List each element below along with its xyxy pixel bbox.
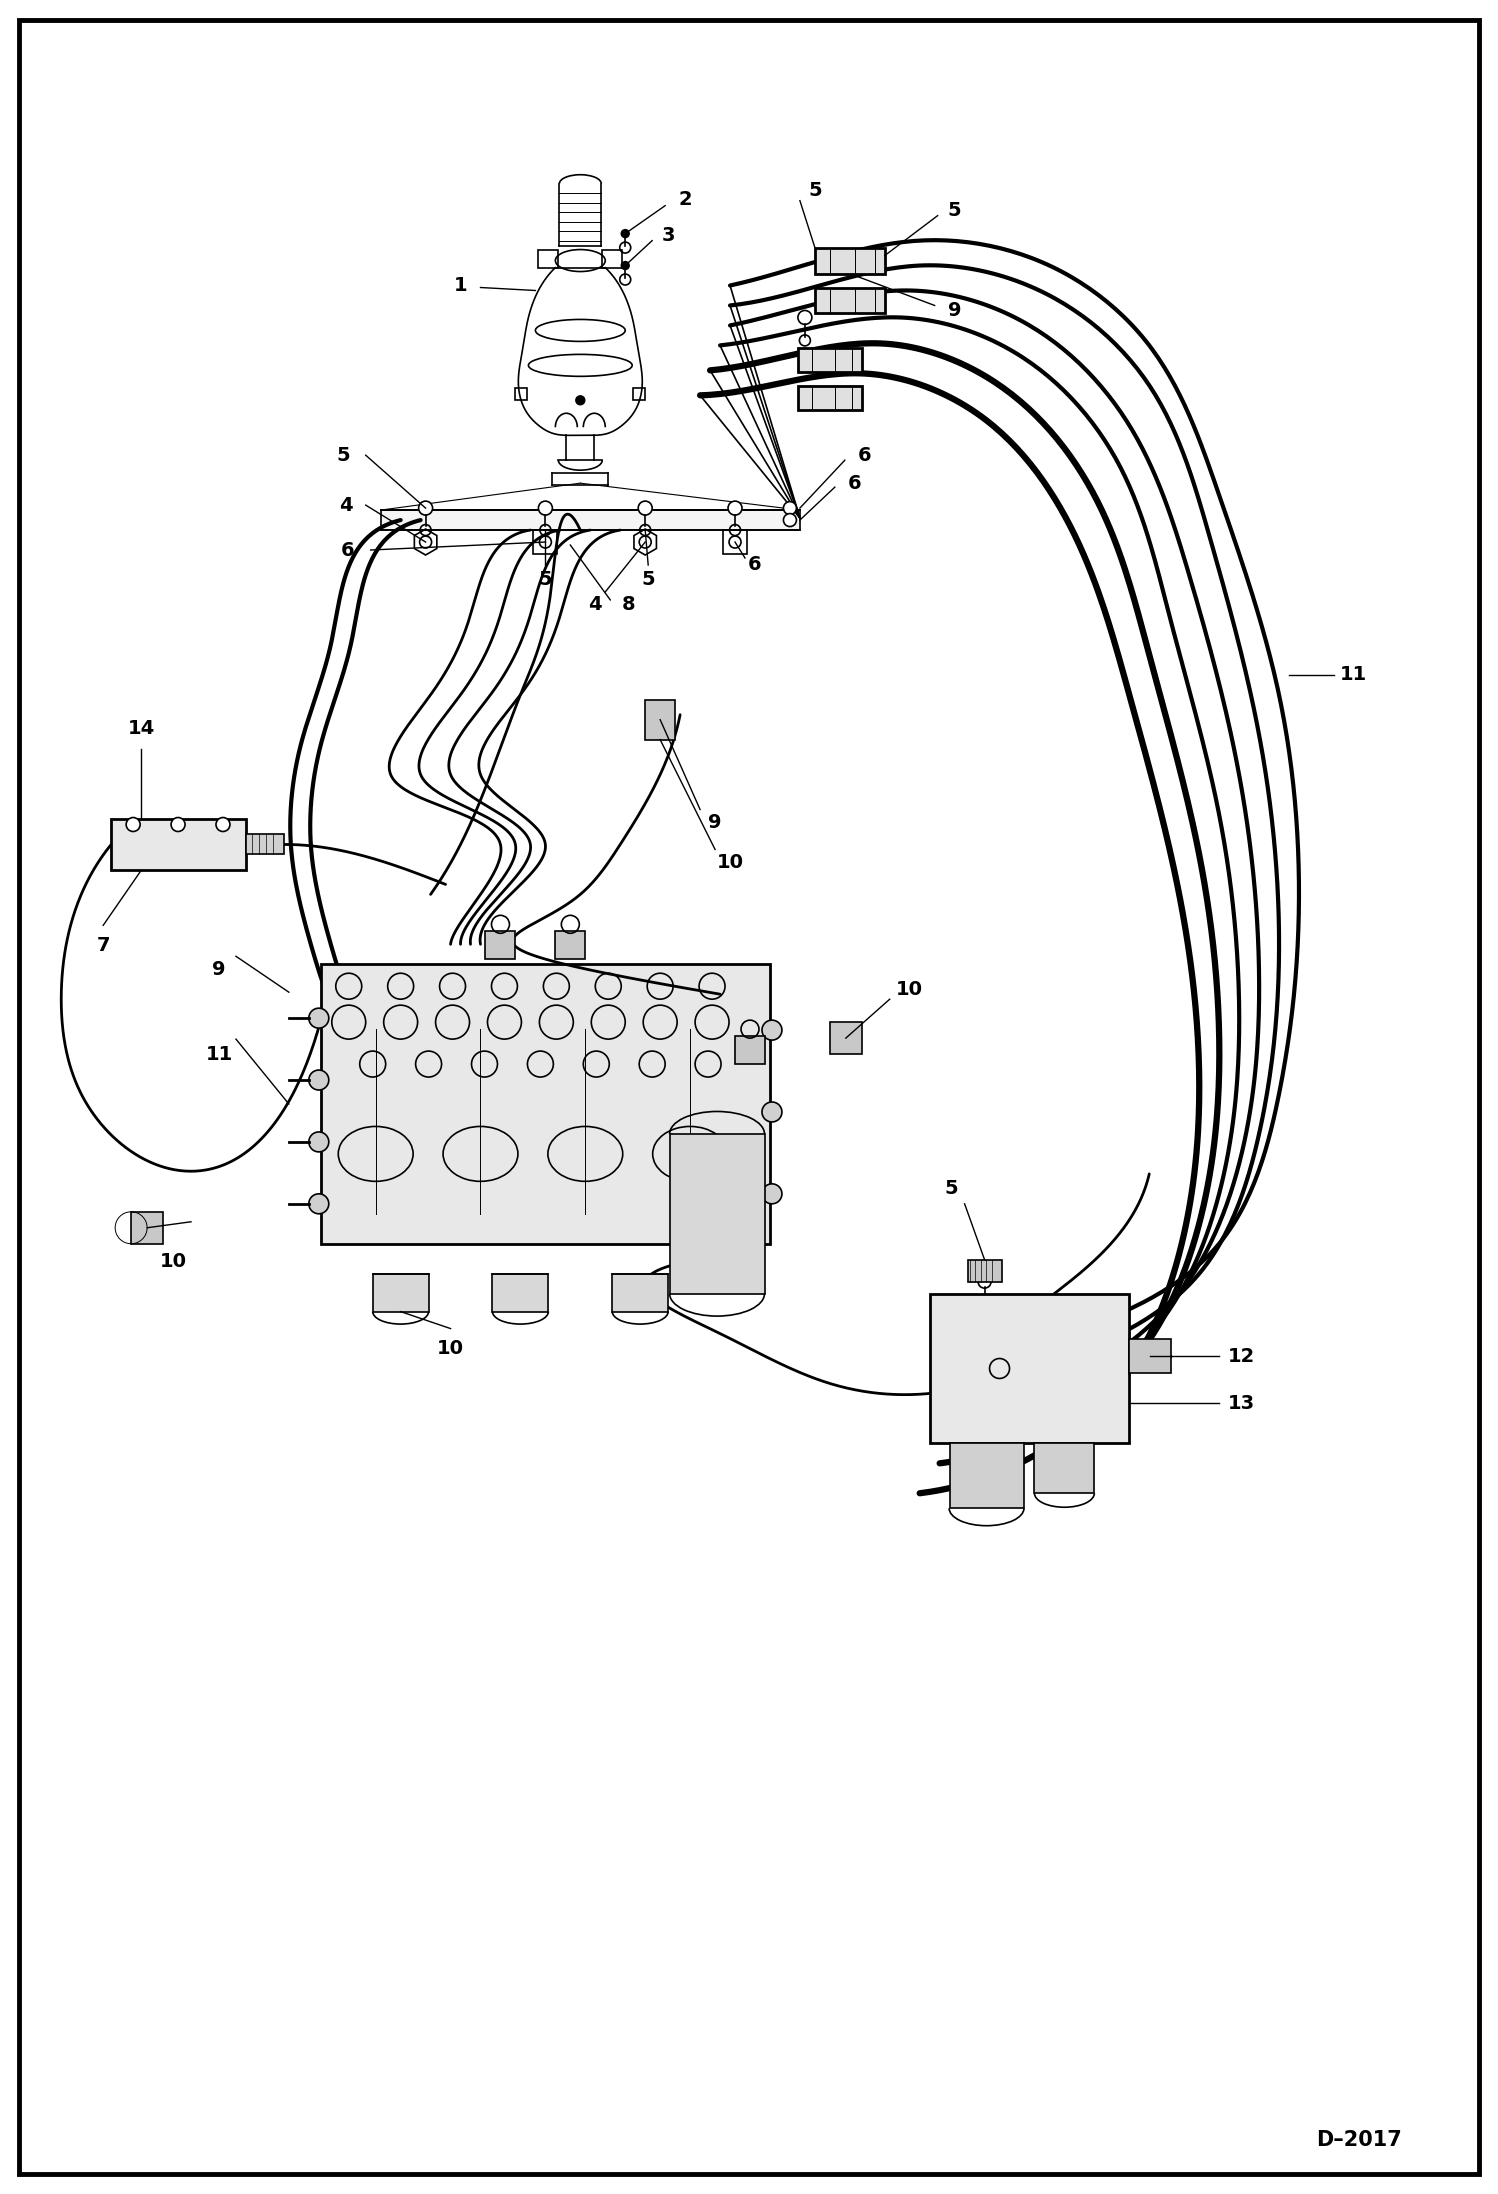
Text: D–2017: D–2017 [1315, 2130, 1402, 2150]
Bar [950, 1444, 1025, 1507]
Text: 6: 6 [848, 474, 861, 494]
Text: 5: 5 [945, 1180, 959, 1198]
Circle shape [622, 230, 629, 237]
Bar [815, 248, 885, 274]
Bar [556, 930, 586, 959]
Bar [830, 1022, 861, 1053]
Circle shape [622, 261, 629, 270]
Bar [736, 1036, 765, 1064]
Bar [515, 388, 527, 399]
Text: 3: 3 [662, 226, 676, 246]
Text: 5: 5 [539, 570, 553, 590]
Bar [485, 930, 515, 959]
Text: 10: 10 [896, 981, 923, 998]
Circle shape [575, 395, 584, 404]
Circle shape [309, 1009, 328, 1029]
Circle shape [762, 1101, 782, 1121]
Bar [132, 1211, 163, 1244]
Circle shape [762, 1185, 782, 1205]
Circle shape [798, 312, 812, 325]
Bar [670, 1134, 765, 1294]
Text: 9: 9 [709, 814, 722, 832]
Circle shape [171, 818, 186, 832]
Bar [815, 287, 885, 314]
Bar [798, 386, 861, 410]
Text: 10: 10 [716, 853, 743, 871]
Circle shape [638, 500, 652, 516]
Bar [602, 250, 622, 268]
Text: 5: 5 [948, 202, 962, 219]
Polygon shape [380, 509, 800, 531]
Bar [246, 834, 283, 853]
Text: 9: 9 [948, 301, 962, 320]
Circle shape [418, 500, 433, 516]
Text: 6: 6 [858, 445, 872, 465]
Circle shape [309, 1194, 328, 1213]
Text: 5: 5 [641, 570, 655, 590]
Text: 7: 7 [96, 937, 109, 954]
Bar [930, 1294, 1129, 1444]
Text: 9: 9 [213, 959, 226, 979]
Circle shape [783, 513, 797, 527]
Circle shape [728, 500, 742, 516]
Bar [798, 349, 861, 373]
Bar [724, 531, 748, 555]
Text: 11: 11 [205, 1044, 232, 1064]
Circle shape [126, 818, 141, 832]
Bar [646, 700, 676, 739]
Text: 5: 5 [336, 445, 349, 465]
Text: 10: 10 [437, 1338, 464, 1358]
Bar [968, 1259, 1002, 1281]
Circle shape [309, 1071, 328, 1090]
Text: 4: 4 [589, 595, 602, 614]
Bar [111, 818, 246, 871]
Text: 10: 10 [160, 1253, 187, 1270]
Bar [321, 963, 770, 1244]
Text: 6: 6 [748, 555, 762, 575]
Circle shape [978, 1275, 992, 1288]
Text: 13: 13 [1227, 1393, 1255, 1413]
Text: 11: 11 [1341, 665, 1368, 685]
Bar [493, 1275, 548, 1312]
Circle shape [783, 502, 797, 516]
Bar [538, 250, 559, 268]
Text: 4: 4 [339, 496, 352, 516]
Bar [634, 388, 646, 399]
Circle shape [538, 500, 553, 516]
Circle shape [216, 818, 231, 832]
Bar [613, 1275, 668, 1312]
Bar [373, 1275, 428, 1312]
Circle shape [762, 1020, 782, 1040]
Text: 5: 5 [807, 182, 822, 200]
Bar [1129, 1338, 1171, 1373]
Bar [1035, 1444, 1095, 1494]
Text: 1: 1 [454, 276, 467, 294]
Text: 6: 6 [342, 540, 355, 559]
Bar [533, 531, 557, 555]
Circle shape [309, 1132, 328, 1152]
Text: 8: 8 [622, 595, 635, 614]
Text: 14: 14 [127, 720, 154, 737]
Text: 12: 12 [1227, 1347, 1255, 1365]
Text: 2: 2 [679, 191, 692, 208]
